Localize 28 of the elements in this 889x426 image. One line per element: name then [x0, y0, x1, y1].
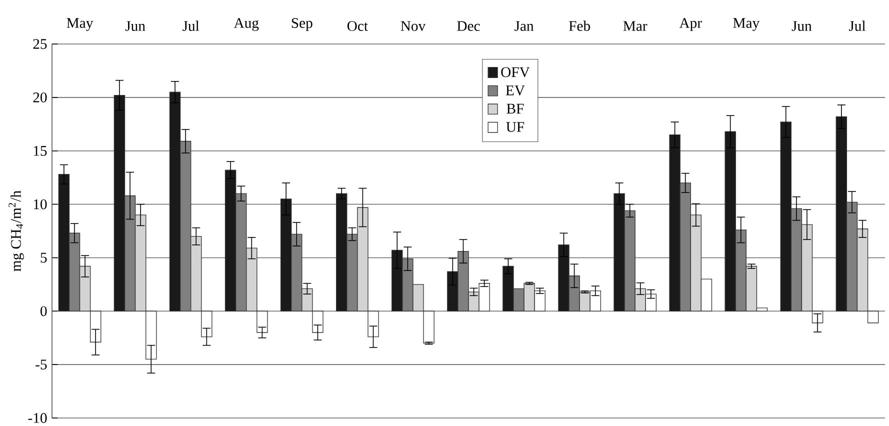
x-tick-label: Jul [182, 20, 200, 31]
x-tick-label: Feb [568, 20, 590, 31]
y-tick-label: -5 [36, 360, 47, 370]
legend-label: UF [506, 122, 524, 132]
x-tick-label: Jun [792, 21, 812, 31]
x-tick-label: Dec [457, 21, 480, 31]
y-tick-label: 10 [34, 199, 47, 210]
x-tick-label: Aug [234, 18, 259, 31]
y-tick-label: -10 [28, 413, 47, 423]
legend-label: OFV [501, 67, 530, 78]
x-tick-label: Mar [623, 21, 648, 31]
x-tick-label: Oct [347, 21, 368, 31]
y-tick-label: 20 [33, 92, 47, 102]
y-axis-title: mg CH$_{4}$/m$^{2}$/h [8, 190, 24, 272]
x-tick-label: Jan [514, 21, 534, 31]
x-tick-label: Jun [125, 21, 146, 31]
y-tick-label: 5 [40, 252, 47, 263]
x-tick-label: Nov [400, 21, 426, 31]
x-tick-label: May [66, 18, 94, 31]
x-tick-label: May [733, 18, 760, 31]
y-tick-label: 0 [40, 306, 47, 316]
y-tick-label: 25 [33, 39, 47, 49]
x-tick-label: Apr [679, 18, 702, 31]
legend-label: BF [506, 104, 524, 114]
legend-label: EV [506, 86, 525, 96]
y-tick-label: 15 [34, 146, 47, 156]
x-tick-label: Jul [848, 20, 866, 31]
x-tick-label: Sep [292, 18, 312, 31]
